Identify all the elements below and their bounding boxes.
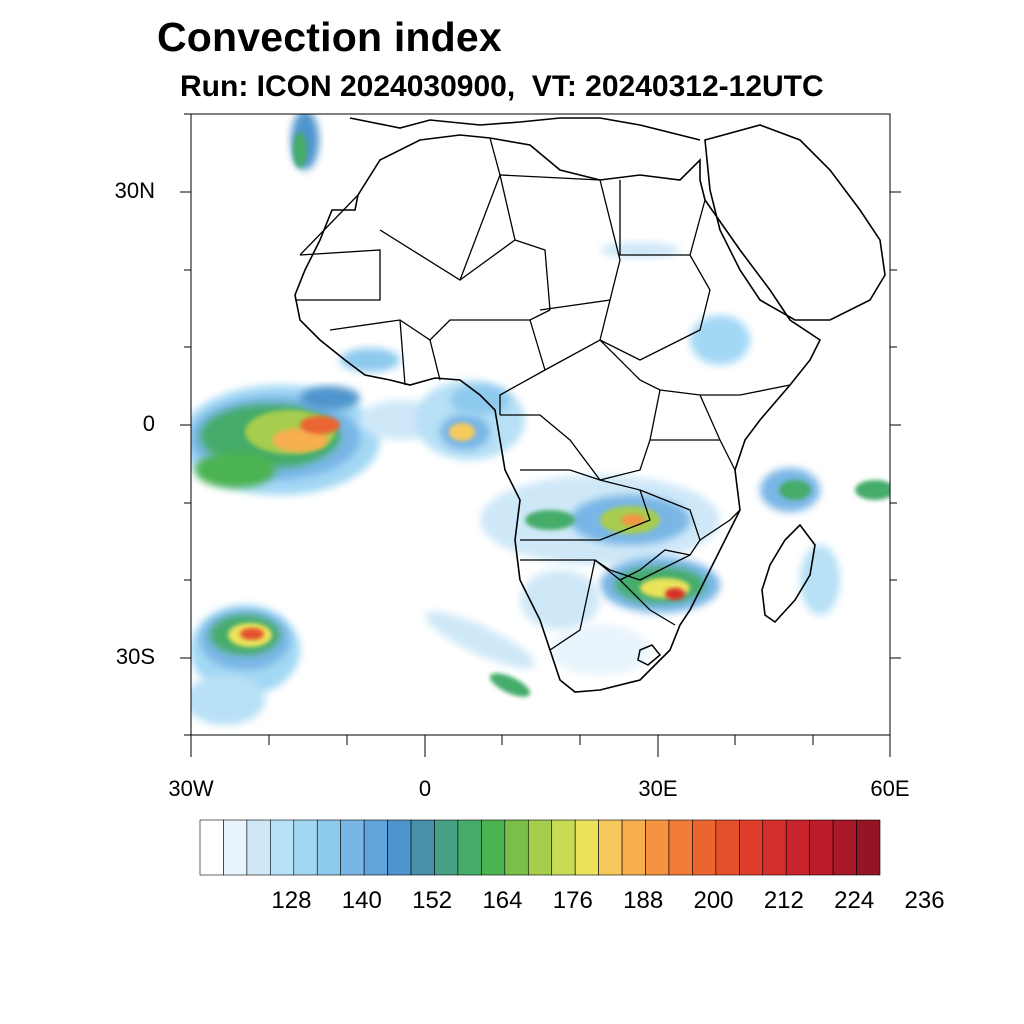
colorbar-tick-label: 236: [904, 887, 945, 914]
colorbar-box: [692, 819, 717, 876]
colorbar-box: [856, 819, 881, 876]
colorbar-box: [715, 819, 740, 876]
colorbar-box: [387, 819, 412, 876]
colorbar: [199, 819, 881, 876]
colorbar-box: [434, 819, 459, 876]
madagascar-coastline: [761, 523, 816, 624]
colorbar-box: [199, 819, 224, 876]
colorbar-box: [785, 819, 810, 876]
colorbar-tick-label: 128: [271, 887, 312, 914]
country-borders: [295, 137, 791, 651]
lon-label-30e: 30E: [638, 776, 678, 801]
convection-field: [191, 114, 890, 725]
colorbar-tick-label: 212: [763, 887, 804, 914]
colorbar-tick-label: 200: [693, 887, 734, 914]
chart-title: Convection index: [157, 14, 502, 60]
axis-ticks: [180, 113, 901, 757]
mediterranean-north-coast: [349, 117, 701, 141]
lat-label-30s: 30S: [115, 644, 155, 669]
colorbar-box: [809, 819, 834, 876]
colorbar-box: [316, 819, 341, 876]
africa-coastline: [294, 134, 822, 693]
colorbar-box: [762, 819, 787, 876]
lon-label-60e: 60E: [870, 776, 910, 801]
colorbar-box: [457, 819, 482, 876]
colorbar-tick-label: 188: [623, 887, 664, 914]
colorbar-box: [363, 819, 388, 876]
colorbar-box: [481, 819, 506, 876]
lon-label-0: 0: [418, 776, 432, 801]
colorbar-box: [270, 819, 295, 876]
chart-subtitle: Run: ICON 2024030900, VT: 20240312-12UTC: [180, 70, 824, 103]
colorbar-box: [621, 819, 646, 876]
colorbar-box: [645, 819, 670, 876]
colorbar-box: [504, 819, 529, 876]
lon-label-30w: 30W: [168, 776, 214, 801]
colorbar-box: [527, 819, 553, 876]
colorbar-box: [832, 819, 857, 876]
field-gulf-of-guinea: [340, 348, 525, 460]
colorbar-box: [410, 819, 435, 876]
colorbar-box: [340, 819, 365, 876]
lat-label-0: 0: [142, 411, 155, 436]
colorbar-box: [574, 819, 599, 876]
field-east-africa: [425, 242, 890, 697]
colorbar-tick-label: 152: [412, 887, 453, 914]
colorbar-tick-label: 224: [834, 887, 875, 914]
colorbar-tick-label: 140: [341, 887, 382, 914]
colorbar-box: [246, 819, 271, 876]
colorbar-box: [293, 819, 318, 876]
colorbar-box: [668, 819, 693, 876]
colorbar-box: [551, 819, 576, 876]
lat-label-30n: 30N: [114, 178, 155, 203]
field-tropical-atlantic: [191, 385, 440, 495]
colorbar-tick-label: 164: [482, 887, 523, 914]
colorbar-box: [739, 819, 764, 876]
colorbar-box: [223, 819, 248, 876]
arabia-coastline: [704, 124, 886, 321]
colorbar-box: [598, 819, 623, 876]
colorbar-tick-label: 176: [552, 887, 593, 914]
field-south-atlantic: [191, 605, 300, 725]
coastlines: [294, 117, 886, 693]
